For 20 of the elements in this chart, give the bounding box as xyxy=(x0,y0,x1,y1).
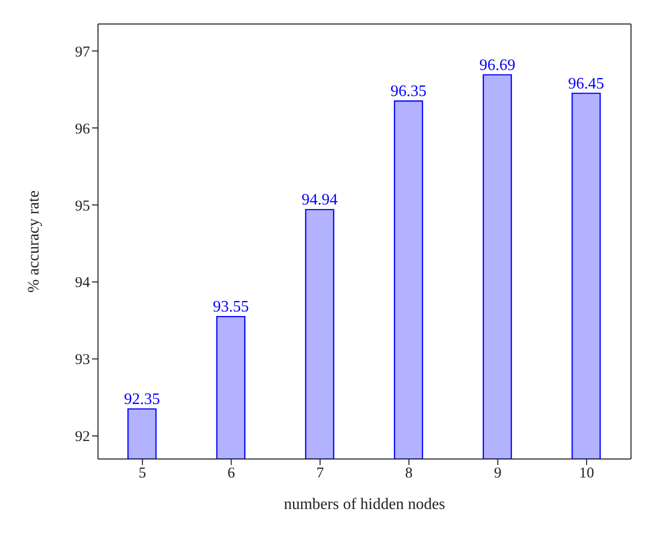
x-axis-title: numbers of hidden nodes xyxy=(284,496,446,513)
x-tick-label: 5 xyxy=(138,466,146,482)
x-tick-label: 6 xyxy=(228,466,236,482)
y-tick-label: 94 xyxy=(75,275,90,292)
data-label: 92.35 xyxy=(124,390,160,408)
x-tick-label: 7 xyxy=(316,466,324,482)
y-tick-label: 92 xyxy=(75,429,90,446)
data-label: 96.69 xyxy=(479,56,516,74)
data-label: 96.45 xyxy=(568,75,604,92)
y-tick-label: 97 xyxy=(75,44,90,60)
y-tick-label: 96 xyxy=(75,121,90,138)
data-label: 94.94 xyxy=(302,192,338,209)
y-axis-title: % accuracy rate xyxy=(26,190,43,293)
data-label: 93.55 xyxy=(212,298,249,316)
y-tick-label: 95 xyxy=(75,198,90,214)
y-tick-label: 93 xyxy=(75,352,90,368)
x-tick-label: 10 xyxy=(579,466,594,482)
x-tick-label: 9 xyxy=(494,466,502,482)
data-label: 96.35 xyxy=(390,82,426,100)
x-tick-label: 8 xyxy=(405,466,413,482)
